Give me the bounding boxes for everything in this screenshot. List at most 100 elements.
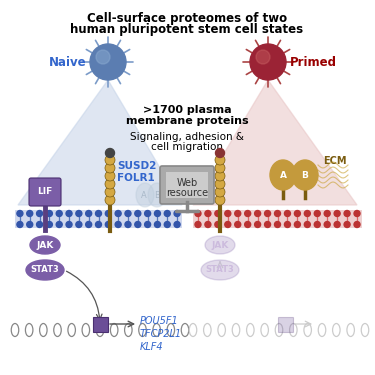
Circle shape	[125, 210, 131, 216]
Circle shape	[36, 210, 42, 216]
FancyBboxPatch shape	[29, 178, 61, 206]
Polygon shape	[18, 80, 182, 205]
Circle shape	[314, 222, 320, 228]
Circle shape	[250, 44, 286, 80]
Circle shape	[244, 210, 250, 216]
Circle shape	[174, 222, 180, 228]
FancyBboxPatch shape	[93, 316, 108, 332]
Circle shape	[344, 210, 350, 216]
Circle shape	[27, 222, 33, 228]
Circle shape	[264, 210, 270, 216]
Circle shape	[90, 44, 126, 80]
Circle shape	[255, 222, 261, 228]
Circle shape	[324, 222, 330, 228]
Circle shape	[264, 222, 270, 228]
Circle shape	[135, 222, 141, 228]
Circle shape	[205, 210, 211, 216]
Circle shape	[27, 210, 33, 216]
Text: Signaling, adhesion &: Signaling, adhesion &	[130, 132, 244, 142]
Circle shape	[285, 222, 291, 228]
Circle shape	[76, 222, 82, 228]
Text: STAT3: STAT3	[206, 266, 234, 274]
Circle shape	[274, 210, 280, 216]
Text: Primed: Primed	[290, 56, 337, 69]
Circle shape	[334, 210, 340, 216]
Circle shape	[17, 222, 23, 228]
Text: human pluripotent stem cell states: human pluripotent stem cell states	[70, 23, 304, 36]
Circle shape	[46, 222, 53, 228]
Circle shape	[215, 195, 225, 205]
Circle shape	[216, 148, 225, 158]
Circle shape	[96, 50, 110, 64]
Circle shape	[36, 222, 42, 228]
Text: cell migration: cell migration	[151, 142, 223, 152]
Circle shape	[215, 222, 221, 228]
FancyBboxPatch shape	[278, 316, 292, 332]
Text: >1700 plasma: >1700 plasma	[142, 105, 231, 115]
Text: ECM: ECM	[323, 156, 346, 166]
Ellipse shape	[136, 183, 154, 207]
Circle shape	[174, 210, 180, 216]
Circle shape	[105, 195, 115, 205]
Circle shape	[304, 222, 310, 228]
Circle shape	[105, 222, 111, 228]
Circle shape	[96, 222, 102, 228]
Text: Naive: Naive	[48, 56, 86, 69]
FancyBboxPatch shape	[160, 166, 214, 204]
Circle shape	[66, 222, 72, 228]
Ellipse shape	[270, 160, 296, 190]
Circle shape	[354, 222, 360, 228]
Text: B: B	[302, 171, 308, 180]
Bar	[193, 210, 362, 228]
Circle shape	[105, 179, 115, 189]
Circle shape	[105, 171, 115, 181]
Ellipse shape	[205, 236, 235, 254]
Text: STAT3: STAT3	[31, 266, 59, 274]
Text: SUSD2
FOLR1: SUSD2 FOLR1	[117, 161, 156, 183]
Circle shape	[235, 222, 241, 228]
Ellipse shape	[292, 160, 318, 190]
Circle shape	[304, 210, 310, 216]
Circle shape	[115, 210, 121, 216]
Text: POU5F1
TFCP2L1
KLF4: POU5F1 TFCP2L1 KLF4	[140, 316, 182, 352]
Circle shape	[115, 222, 121, 228]
Circle shape	[96, 210, 102, 216]
Circle shape	[46, 210, 53, 216]
Circle shape	[256, 50, 270, 64]
Circle shape	[145, 222, 151, 228]
Circle shape	[66, 210, 72, 216]
Text: JAK: JAK	[36, 240, 54, 249]
Bar	[15, 210, 182, 228]
Text: A: A	[279, 171, 286, 180]
Circle shape	[314, 210, 320, 216]
Circle shape	[105, 148, 114, 158]
Circle shape	[215, 187, 225, 197]
Circle shape	[154, 222, 160, 228]
Circle shape	[244, 222, 250, 228]
Circle shape	[255, 210, 261, 216]
Circle shape	[105, 163, 115, 173]
Text: resource: resource	[166, 188, 208, 198]
Text: B: B	[154, 190, 160, 200]
Circle shape	[17, 210, 23, 216]
Circle shape	[125, 222, 131, 228]
Circle shape	[154, 210, 160, 216]
Circle shape	[215, 163, 225, 173]
Circle shape	[215, 179, 225, 189]
Circle shape	[225, 222, 231, 228]
Circle shape	[324, 210, 330, 216]
Circle shape	[195, 210, 201, 216]
Circle shape	[105, 187, 115, 197]
Circle shape	[195, 222, 201, 228]
Circle shape	[135, 210, 141, 216]
Circle shape	[76, 210, 82, 216]
Circle shape	[205, 222, 211, 228]
Circle shape	[215, 155, 225, 165]
Circle shape	[145, 210, 151, 216]
Circle shape	[294, 222, 300, 228]
Circle shape	[215, 171, 225, 181]
Ellipse shape	[30, 236, 60, 254]
Circle shape	[105, 155, 115, 165]
Circle shape	[164, 222, 170, 228]
Text: A: A	[141, 190, 147, 200]
